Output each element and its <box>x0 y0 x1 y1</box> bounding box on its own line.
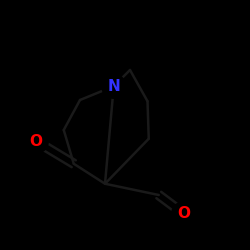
Circle shape <box>24 129 48 153</box>
Text: O: O <box>177 206 190 221</box>
Circle shape <box>102 74 126 98</box>
Circle shape <box>172 202 196 226</box>
Text: N: N <box>108 79 120 94</box>
Text: O: O <box>30 134 43 149</box>
